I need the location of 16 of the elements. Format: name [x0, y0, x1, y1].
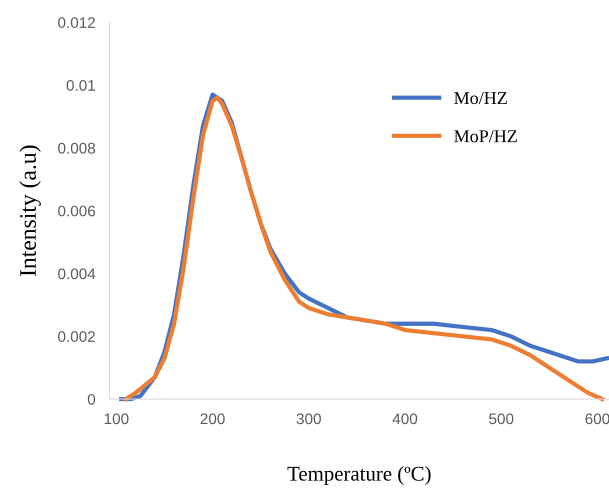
y-tick-label: 0 — [88, 394, 96, 405]
y-tick-label: 0.008 — [58, 142, 96, 154]
y-tick-label: 0.012 — [58, 17, 95, 28]
y-tick-label: 0.002 — [58, 331, 95, 342]
x-tick-label: 100 — [104, 413, 129, 424]
y-tick-label: 0.006 — [58, 206, 96, 216]
legend-label: MoP/HZ — [454, 130, 517, 142]
x-tick-label: 200 — [200, 413, 225, 424]
y-axis-title: Intensity (a.u) — [19, 146, 41, 276]
x-tick-label: 300 — [296, 413, 321, 424]
y-tick-label: 0.01 — [66, 80, 95, 91]
x-tick-label: 500 — [489, 413, 514, 424]
y-tick-label: 0.004 — [58, 268, 96, 280]
legend-label: Mo/HZ — [454, 92, 507, 104]
x-tick-label: 400 — [392, 413, 418, 424]
x-axis-title: Temperature (ºC) — [287, 466, 431, 486]
